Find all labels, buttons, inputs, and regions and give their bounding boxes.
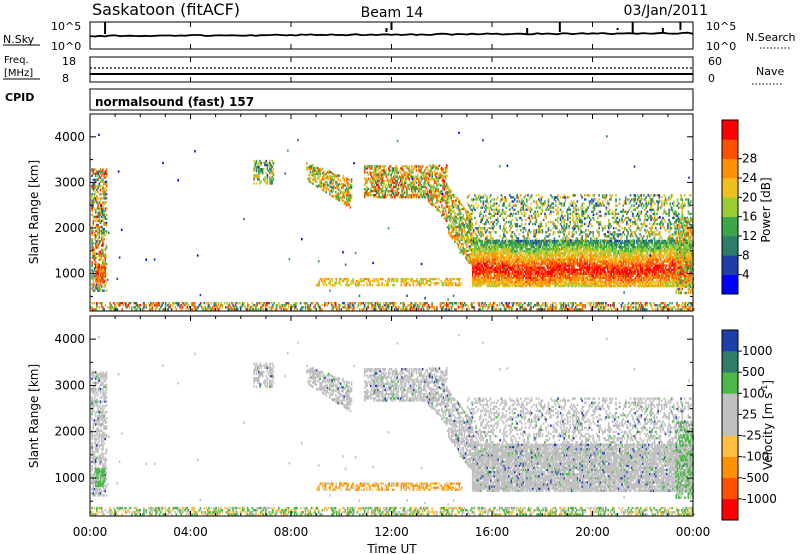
power-panel: 1000 2000 3000 4000 Slant Range [km] 4 8 12 16… (27, 113, 773, 312)
y-tick-label: 3000 (54, 175, 85, 189)
freq-panel: Freq. [MHz] 18 8 60 0 Nave (3, 55, 784, 85)
y-tick-label: 4000 (54, 332, 85, 346)
colorbar-swatch (722, 456, 738, 479)
x-tick-label: 00:00 (676, 525, 711, 539)
cpid-panel: CPID normalsound (fast) 157 (5, 88, 694, 111)
time-xlabel: Time UT (366, 542, 417, 554)
nave-label: Nave (756, 65, 784, 78)
x-tick-label: 08:00 (274, 525, 309, 539)
y-tick-label: 1000 (54, 471, 85, 485)
colorbar-tick-label: 8 (742, 248, 750, 262)
x-tick-label: 16:00 (475, 525, 510, 539)
freq-label-2: [MHz] (4, 68, 33, 79)
y-tick-label: 4000 (54, 130, 85, 144)
colorbar-swatch (722, 236, 738, 256)
colorbar-swatch (722, 255, 738, 275)
colorbar-swatch (722, 477, 738, 500)
noise-right-tick-bottom: 10^0 (706, 40, 736, 53)
colorbar-swatch (722, 216, 738, 237)
freq-label-1: Freq. (4, 55, 29, 66)
colorbar-tick-label: 4 (742, 268, 750, 282)
colorbar-tick-label: 24 (742, 171, 757, 185)
power-colorbar-label: Power [dB] (759, 177, 773, 242)
y-tick-label: 3000 (54, 378, 85, 392)
velocity-y-ticks: 1000 2000 3000 4000 (54, 332, 693, 502)
x-tick-label: 00:00 (73, 525, 108, 539)
colorbar-swatch (722, 393, 738, 415)
noise-left-tick-top: 10^5 (51, 20, 81, 33)
colorbar-tick-label: 12 (742, 229, 757, 243)
colorbar-swatch (722, 158, 738, 179)
colorbar-tick-label: 1000 (742, 344, 773, 358)
x-tick-label: 20:00 (575, 525, 610, 539)
beam-title: Beam 14 (361, 5, 424, 21)
noise-left-label: N.Sky (3, 33, 35, 46)
cpid-value: normalsound (fast) 157 (95, 95, 254, 109)
x-tick-label: 12:00 (374, 525, 409, 539)
colorbar-swatch (722, 351, 738, 373)
colorbar-tick-label: 500 (742, 365, 765, 379)
x-tick-label: 04:00 (173, 525, 208, 539)
power-colorbar: 4 8 12 16 20 24 28 (721, 119, 757, 295)
colorbar-swatch (722, 372, 738, 394)
colorbar-tick-label: -25 (742, 429, 762, 443)
colorbar-swatch (722, 330, 738, 352)
velocity-colorbar: 1000 500 100 25 -25 -100 -500 -1000 (721, 329, 777, 521)
velocity-colorbar-label: Velocity [m s-1] (760, 380, 775, 470)
colorbar-tick-label: -100 (742, 450, 769, 464)
noise-sky-line (89, 31, 694, 38)
velocity-panel: 1000 2000 3000 4000 Slant Range [km] 1000 50… (27, 315, 777, 521)
power-y-ticks: 1000 2000 3000 4000 (54, 130, 693, 297)
colorbar-tick-label: 100 (742, 386, 765, 400)
cpid-label: CPID (5, 91, 34, 104)
colorbar-swatch (722, 414, 738, 436)
colorbar-tick-label: 16 (742, 210, 757, 224)
noise-left-tick-bottom: 10^0 (51, 40, 81, 53)
colorbar-swatch (722, 139, 738, 159)
colorbar-tick-label: -500 (742, 471, 769, 485)
y-tick-label: 2000 (54, 425, 85, 439)
colorbar-swatch (722, 435, 738, 457)
date-title: 03/Jan/2011 (624, 3, 708, 19)
noise-spikes (104, 22, 682, 34)
y-tick-label: 2000 (54, 221, 85, 235)
velocity-ylabel: Slant Range [km] (27, 364, 41, 468)
power-ylabel: Slant Range [km] (27, 160, 41, 264)
colorbar-swatch (722, 197, 738, 217)
freq-left-tick-bottom: 8 (62, 72, 69, 85)
colorbar-swatch (722, 178, 738, 198)
freq-right-tick-bottom: 0 (708, 72, 715, 85)
time-x-axis: 00:00 04:00 08:00 12:00 16:00 20:00 00:00 (73, 22, 711, 539)
freq-left-tick-top: 18 (62, 55, 76, 68)
colorbar-swatch (722, 120, 738, 140)
colorbar-swatch (722, 498, 738, 521)
colorbar-swatch (722, 274, 738, 295)
colorbar-tick-label: 25 (742, 407, 757, 421)
noise-panel: N.Sky 10^5 10^0 10^5 10^0 N.Search (3, 20, 796, 53)
noise-right-tick-top: 10^5 (706, 20, 736, 33)
y-tick-label: 1000 (54, 267, 85, 281)
freq-right-tick-top: 60 (708, 55, 722, 68)
velocity-data-cells (90, 334, 695, 516)
station-title: Saskatoon (fitACF) (92, 0, 240, 19)
power-data-cells (90, 131, 695, 311)
colorbar-tick-label: -1000 (742, 492, 777, 506)
colorbar-tick-label: 28 (742, 152, 757, 166)
colorbar-tick-label: 20 (742, 190, 757, 204)
noise-right-label: N.Search (746, 31, 796, 44)
